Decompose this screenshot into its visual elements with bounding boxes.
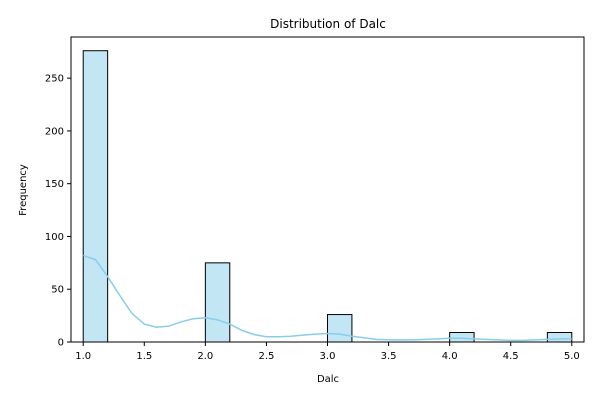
x-axis-label: Dalc bbox=[317, 374, 339, 385]
y-tick-label: 0 bbox=[58, 338, 64, 349]
y-tick-label: 100 bbox=[45, 232, 64, 243]
chart-title: Distribution of Dalc bbox=[270, 17, 386, 31]
x-tick-label: 3.5 bbox=[381, 351, 397, 362]
x-tick-label: 3.0 bbox=[320, 351, 336, 362]
y-tick-label: 150 bbox=[45, 179, 64, 190]
histogram-bar-2 bbox=[204, 262, 231, 343]
y-tick-label: 50 bbox=[51, 285, 64, 296]
plot-frame bbox=[70, 36, 585, 343]
x-tick-label: 4.0 bbox=[442, 351, 458, 362]
bars-group bbox=[82, 50, 573, 343]
x-tick-label: 2.0 bbox=[197, 351, 213, 362]
x-tick-label: 4.5 bbox=[503, 351, 519, 362]
y-tick-label: 250 bbox=[45, 74, 64, 85]
x-axis: 1.0 1.5 2.0 2.5 3.0 3.5 4.0 4.5 5.0 bbox=[75, 342, 580, 362]
kde-line bbox=[82, 254, 572, 342]
histogram-bar-5 bbox=[546, 332, 573, 343]
x-tick-label: 1.5 bbox=[136, 351, 152, 362]
x-tick-label: 2.5 bbox=[258, 351, 274, 362]
histogram-bar-1 bbox=[82, 50, 109, 343]
y-tick-label: 200 bbox=[45, 126, 64, 137]
x-tick-label: 5.0 bbox=[564, 351, 580, 362]
y-axis-label: Frequency bbox=[18, 164, 29, 216]
histogram-bar-4 bbox=[449, 332, 475, 343]
y-axis: 0 50 100 150 200 250 bbox=[45, 74, 71, 349]
x-tick-label: 1.0 bbox=[75, 351, 91, 362]
histogram-bar-3 bbox=[327, 314, 353, 343]
